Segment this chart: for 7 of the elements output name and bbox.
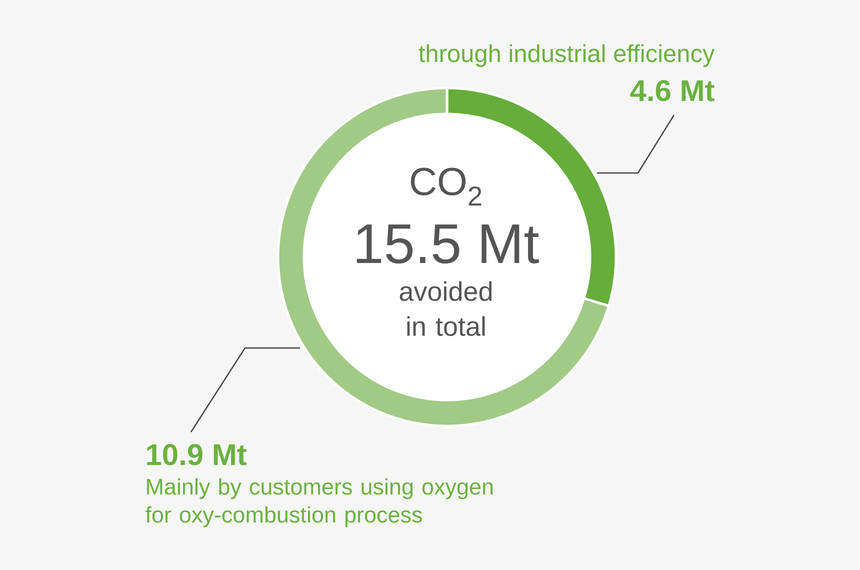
slice-label: through industrial efficiency <box>418 44 715 68</box>
text: 15.5 Mt <box>356 224 539 264</box>
slice-label: Mainly by customers using oxygen for oxy-combustion process <box>146 478 493 528</box>
data-label: 4.6 Mt <box>630 80 714 102</box>
text: CO$_{2}$ <box>410 168 482 206</box>
data-label: 10.9 Mt <box>147 444 247 466</box>
text: avoided in total <box>400 281 492 336</box>
